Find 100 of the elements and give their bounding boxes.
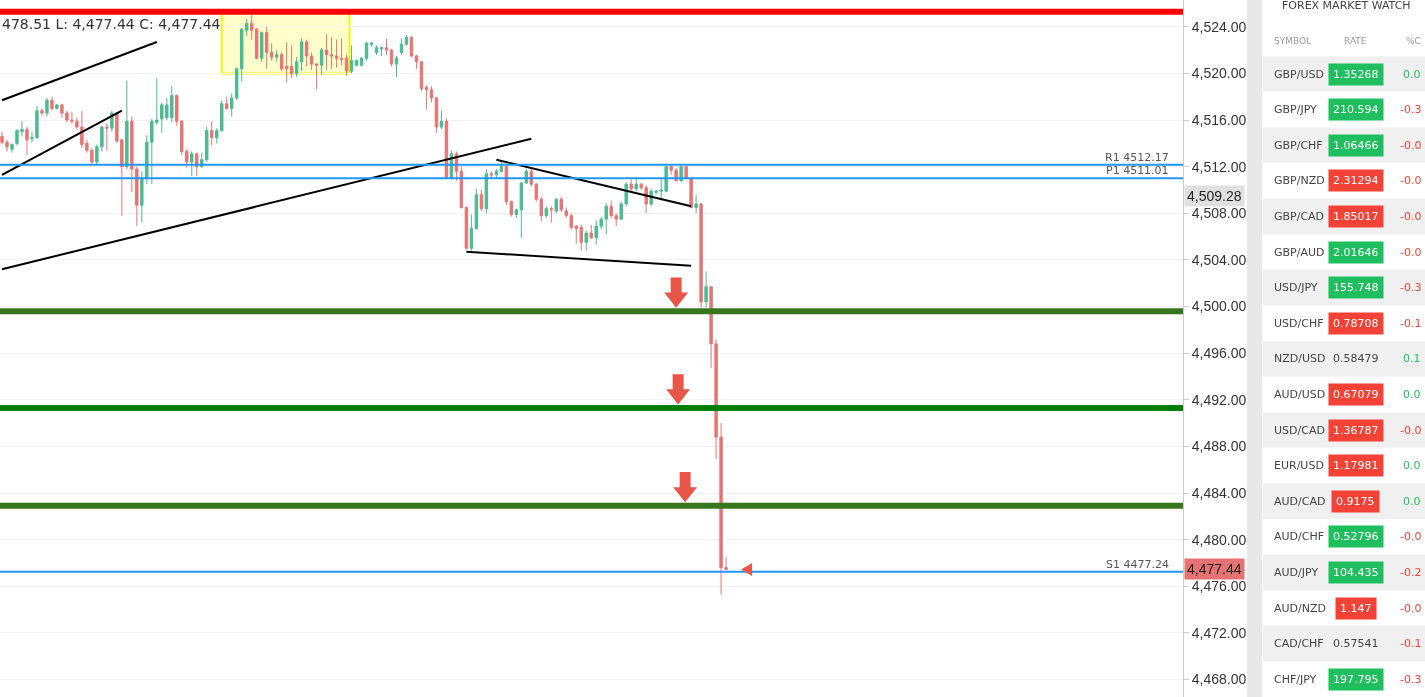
text: CAD/CHF	[1274, 637, 1324, 650]
candlestick	[589, 224, 593, 240]
candlestick	[210, 120, 214, 147]
text: AUD/CAD	[1274, 495, 1326, 508]
text: 0.78708	[1333, 317, 1379, 330]
category-label: RATE	[1344, 36, 1367, 46]
candlestick	[140, 170, 144, 224]
candlestick	[554, 197, 559, 214]
text: 0.0	[1403, 68, 1421, 81]
text: AUD/USD	[1274, 388, 1326, 401]
text: AUD/NZD	[1274, 602, 1326, 615]
text: USD/CAD	[1274, 424, 1325, 437]
text: CHF/JPY	[1274, 673, 1317, 686]
candlestick	[474, 188, 479, 231]
candlestick	[399, 37, 404, 56]
y-tick-label: 4,500.00	[1191, 298, 1247, 315]
candlestick	[634, 177, 638, 192]
candlestick	[434, 96, 439, 134]
candlestick	[309, 51, 314, 71]
ref-line-label: P1 4511.01	[1106, 164, 1169, 177]
text: 210.594	[1333, 103, 1379, 116]
candlestick	[45, 97, 49, 118]
text: GBP/JPY	[1274, 103, 1317, 116]
candlestick	[25, 126, 29, 156]
text: -0.0	[1400, 424, 1422, 437]
text: NZD/USD	[1274, 352, 1326, 365]
candlestick	[414, 54, 419, 70]
candlestick	[289, 44, 294, 79]
candlestick	[369, 41, 374, 48]
candlestick	[684, 165, 688, 180]
text: GBP/USD	[1274, 68, 1324, 81]
text: -0.0	[1400, 139, 1422, 152]
candlestick	[50, 96, 54, 112]
text: -0.2	[1400, 566, 1422, 579]
candlestick	[349, 44, 354, 74]
text: AUD/CHF	[1274, 530, 1325, 543]
candlestick	[319, 47, 324, 76]
candlestick	[499, 160, 504, 173]
ref-line-label: R1 4512.17	[1105, 151, 1169, 164]
text: 0.0	[1403, 495, 1421, 508]
candlestick	[394, 55, 399, 78]
candlestick	[314, 62, 319, 91]
y-tick-label: 4,468.00	[1191, 671, 1247, 688]
y-tick-label: 4,492.00	[1191, 391, 1247, 408]
candlestick	[469, 213, 474, 252]
text: 0.0	[1403, 388, 1421, 401]
text: 0.0	[1403, 459, 1421, 472]
candlestick	[429, 85, 434, 104]
text: 0.52796	[1333, 530, 1379, 543]
candlestick	[389, 48, 394, 67]
candlestick	[584, 230, 588, 252]
text: GBP/CHF	[1274, 139, 1323, 152]
candlestick	[354, 58, 359, 67]
text: FOREX MARKET WATCH	[1282, 0, 1411, 12]
candlestick	[424, 84, 429, 111]
text: 2.01646	[1333, 246, 1379, 259]
candlestick	[384, 37, 389, 56]
candlestick	[274, 49, 279, 63]
y-tick-label: 4,488.00	[1191, 438, 1247, 455]
text: 0.57541	[1333, 637, 1379, 650]
category-label: %C	[1406, 36, 1421, 46]
candlestick	[689, 176, 693, 210]
text: 1.147	[1340, 602, 1372, 615]
text: 4,477.44	[1187, 561, 1242, 577]
candlestick	[559, 196, 564, 213]
text: USD/JPY	[1274, 281, 1318, 294]
y-tick-label: 4,504.00	[1191, 251, 1247, 268]
candlestick	[344, 54, 349, 77]
y-tick-label: 4,512.00	[1191, 158, 1247, 175]
candlestick	[339, 37, 344, 66]
candlestick	[549, 205, 554, 224]
text: EUR/USD	[1274, 459, 1324, 472]
text: 1.35268	[1333, 68, 1379, 81]
candlestick	[324, 33, 329, 71]
candlestick	[629, 178, 633, 192]
text: -0.3	[1400, 673, 1422, 686]
text: GBP/AUD	[1274, 246, 1325, 259]
candlestick	[190, 151, 194, 177]
y-tick-label: 4,472.00	[1191, 624, 1247, 641]
candlestick	[55, 103, 59, 109]
text: -0.3	[1400, 281, 1422, 294]
ref-line-label: S1 4477.24	[1106, 558, 1169, 571]
candlestick	[259, 30, 264, 63]
text: -0.0	[1400, 174, 1422, 187]
y-tick-label: 4,480.00	[1191, 531, 1247, 548]
y-tick-label: 4,524.00	[1191, 18, 1247, 35]
candlestick	[125, 79, 129, 170]
candlestick	[105, 123, 109, 151]
text: -0.0	[1400, 530, 1422, 543]
text: 0.9175	[1336, 495, 1375, 508]
y-tick-label: 4,520.00	[1191, 65, 1247, 82]
text: 0.67079	[1333, 388, 1379, 401]
candlestick	[10, 142, 14, 154]
text: -0.0	[1400, 602, 1422, 615]
text: -0.3	[1400, 103, 1422, 116]
text: 104.435	[1333, 566, 1379, 579]
text: 0.58479	[1333, 352, 1379, 365]
y-tick-label: 4,508.00	[1191, 205, 1247, 222]
text: 2.31294	[1333, 174, 1379, 187]
candlestick	[329, 36, 334, 70]
